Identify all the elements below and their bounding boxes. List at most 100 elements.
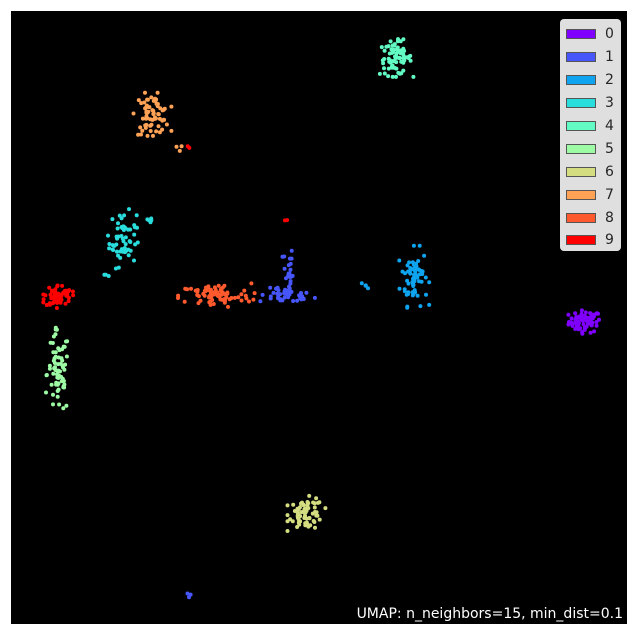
scatter-point-9	[55, 283, 60, 288]
scatter-point-2	[404, 292, 409, 297]
scatter-point-7	[151, 112, 156, 116]
scatter-point-7	[154, 97, 159, 102]
scatter-point-5	[56, 368, 61, 373]
scatter-point-6	[310, 511, 315, 516]
scatter-point-5	[51, 392, 55, 397]
scatter-point-4	[388, 39, 393, 44]
scatter-point-0	[569, 316, 574, 321]
scatter-point-9	[47, 285, 52, 290]
scatter-point-9	[185, 144, 190, 149]
scatter-point-3	[116, 221, 120, 226]
scatter-point-6	[316, 500, 320, 505]
scatter-point-4	[390, 65, 395, 70]
scatter-point-8	[239, 298, 244, 303]
scatter-point-5	[51, 358, 56, 363]
scatter-point-0	[579, 317, 584, 322]
scatter-point-3	[127, 239, 132, 244]
scatter-point-0	[592, 329, 597, 334]
scatter-point-5	[64, 354, 69, 359]
legend-item-5: 5	[566, 137, 621, 160]
scatter-point-8	[222, 292, 227, 297]
scatter-point-1	[286, 263, 291, 268]
scatter-point-0	[582, 327, 587, 332]
scatter-point-2	[411, 282, 416, 287]
scatter-point-0	[594, 311, 599, 316]
scatter-point-1	[276, 295, 281, 300]
legend-swatch	[566, 98, 596, 109]
legend-item-2: 2	[566, 69, 621, 92]
scatter-point-7	[131, 111, 136, 116]
scatter-point-4	[391, 50, 396, 54]
scatter-point-2	[397, 258, 402, 263]
scatter-point-5	[61, 365, 65, 370]
scatter-point-8	[208, 295, 213, 300]
scatter-point-9	[41, 297, 46, 302]
scatter-point-4	[398, 39, 403, 44]
scatter-point-5	[64, 403, 69, 408]
legend-swatch	[566, 75, 596, 86]
scatter-point-7	[157, 116, 162, 121]
scatter-point-8	[247, 299, 251, 304]
scatter-point-4	[403, 55, 408, 60]
scatter-point-6	[299, 510, 304, 515]
scatter-point-1	[284, 276, 288, 281]
scatter-point-3	[123, 250, 127, 255]
scatter-point-4	[390, 43, 395, 48]
legend-label: 3	[605, 95, 614, 112]
scatter-point-1	[287, 273, 291, 277]
scatter-point-3	[115, 236, 120, 241]
scatter-point-1	[280, 298, 285, 303]
scatter-point-4	[386, 74, 391, 79]
scatter-point-5	[64, 339, 68, 344]
scatter-point-4	[386, 56, 391, 61]
scatter-point-5	[55, 394, 60, 399]
legend-item-6: 6	[566, 160, 621, 183]
legend-item-7: 7	[566, 183, 621, 206]
scatter-point-1	[282, 266, 287, 271]
scatter-point-1	[185, 591, 190, 596]
scatter-point-5	[62, 385, 67, 390]
scatter-point-4	[397, 56, 402, 61]
scatter-point-9	[60, 283, 65, 288]
scatter-point-5	[51, 402, 55, 407]
scatter-point-9	[41, 300, 46, 305]
legend-label: 4	[605, 118, 614, 134]
scatter-point-8	[227, 297, 232, 302]
scatter-point-0	[573, 311, 578, 316]
scatter-point-0	[579, 308, 584, 313]
scatter-point-9	[66, 299, 71, 304]
scatter-point-6	[313, 525, 317, 530]
scatter-point-6	[285, 513, 290, 518]
scatter-point-6	[314, 510, 319, 515]
scatter-point-4	[382, 48, 387, 53]
scatter-point-3	[118, 255, 123, 260]
scatter-point-7	[145, 97, 150, 102]
legend-label: 5	[605, 140, 614, 157]
scatter-point-8	[176, 296, 180, 300]
scatter-point-4	[411, 74, 416, 79]
scatter-point-6	[285, 529, 290, 533]
scatter-point-1	[287, 286, 292, 291]
legend-label: 8	[605, 209, 614, 226]
scatter-point-7	[144, 103, 149, 108]
scatter-plot	[41, 37, 601, 600]
scatter-point-7	[139, 132, 143, 137]
scatter-point-3	[127, 207, 131, 212]
scatter-point-0	[576, 319, 581, 324]
scatter-point-7	[143, 90, 147, 95]
scatter-point-0	[585, 318, 589, 323]
scatter-point-5	[61, 406, 66, 411]
scatter-point-5	[59, 356, 64, 361]
legend-label: 7	[605, 186, 614, 203]
scatter-point-1	[282, 291, 287, 296]
scatter-point-4	[399, 59, 404, 64]
scatter-point-7	[177, 148, 182, 153]
scatter-point-0	[576, 315, 581, 320]
scatter-point-2	[414, 263, 419, 268]
scatter-point-6	[312, 520, 317, 524]
scatter-point-6	[292, 509, 297, 513]
scatter-point-2	[407, 260, 412, 265]
scatter-point-4	[381, 61, 386, 66]
scatter-point-8	[203, 289, 208, 293]
scatter-point-1	[312, 295, 317, 300]
